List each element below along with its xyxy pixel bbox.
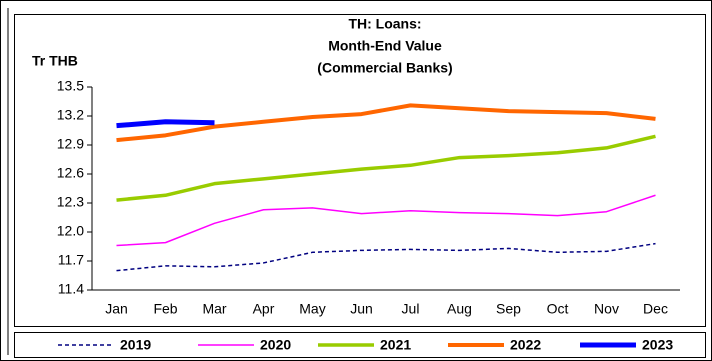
y-tick-label: 13.5 [57, 78, 84, 94]
x-tick-label: Dec [643, 301, 668, 317]
y-tick-label: 11.7 [58, 252, 84, 268]
series-line [116, 242, 656, 272]
x-tick-label: Mar [202, 301, 226, 317]
x-tick-label: Jun [350, 301, 373, 317]
y-tick-label: 12.3 [57, 194, 84, 210]
series-line [116, 134, 656, 202]
legend-label: 2021 [380, 337, 411, 353]
legend-label: 2019 [120, 337, 151, 353]
series-line [116, 119, 215, 129]
x-tick-label: Sep [496, 301, 521, 317]
x-tick-label: Jan [105, 301, 128, 317]
chart-title: Month-End Value [328, 38, 442, 54]
x-tick-label: Jul [402, 301, 420, 317]
series-line [116, 103, 656, 143]
x-tick-label: Apr [253, 301, 275, 317]
series-line [116, 194, 656, 247]
legend-label: 2022 [510, 337, 541, 353]
chart-frame [14, 14, 706, 327]
chart-title: (Commercial Banks) [317, 60, 452, 76]
y-tick-label: 12.0 [57, 223, 84, 239]
x-tick-label: Nov [594, 301, 619, 317]
legend-label: 2020 [260, 337, 291, 353]
chart-title: TH: Loans: [348, 16, 421, 32]
x-tick-label: May [299, 301, 325, 317]
legend-frame [14, 332, 706, 358]
y-tick-label: 12.6 [57, 165, 84, 181]
legend-label: 2023 [642, 337, 673, 353]
x-tick-label: Aug [447, 301, 472, 317]
x-tick-label: Feb [153, 301, 177, 317]
x-tick-label: Oct [547, 301, 569, 317]
y-tick-label: 12.9 [57, 136, 84, 152]
y-tick-label: 13.2 [57, 107, 84, 123]
y-tick-label: 11.4 [58, 281, 84, 297]
y-axis-label: Tr THB [32, 53, 78, 69]
